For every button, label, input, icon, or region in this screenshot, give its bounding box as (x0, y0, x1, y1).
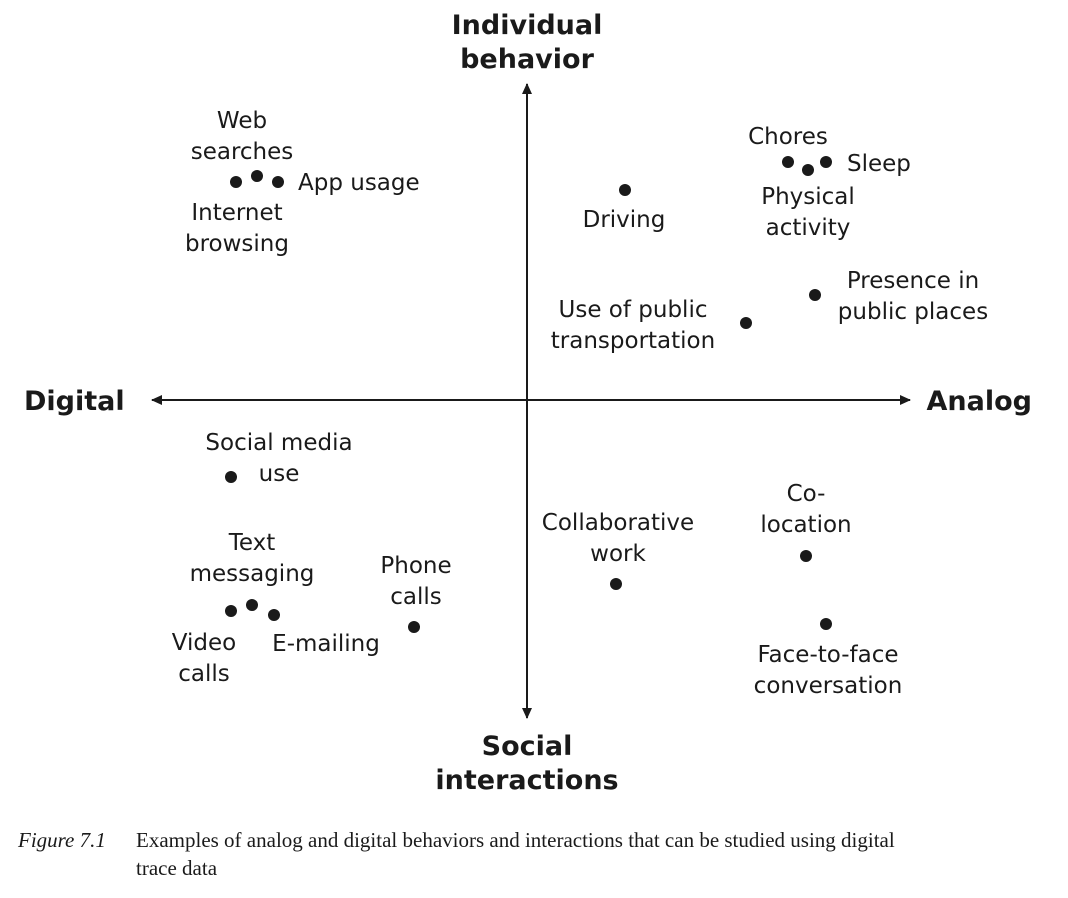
phone-calls-label-line: Phone (380, 553, 451, 579)
caption-line-2: trace data (136, 856, 218, 880)
item-text-messaging: Text messaging (190, 530, 315, 611)
web-searches-label: Web searches (191, 108, 294, 165)
caption-line-1: Examples of analog and digital behaviors… (136, 828, 895, 852)
presence-in-public-places-label: Presence in public places (838, 268, 988, 325)
e-mailing-label: E-mailing (272, 631, 380, 657)
axis-label-left: Digital (24, 386, 125, 417)
social-media-use-label-line: use (259, 461, 300, 487)
figure-caption: Figure 7.1 Examples of analog and digital… (18, 826, 1048, 882)
sleep-dot (820, 156, 832, 168)
web-searches-label-line: searches (191, 139, 294, 165)
collaborative-work-dot (610, 578, 622, 590)
sleep-label-line: Sleep (847, 151, 911, 177)
e-mailing-label-line: E-mailing (272, 631, 380, 657)
figure-number: Figure 7.1 (18, 828, 106, 852)
presence-in-public-places-label-line: Presence in (847, 268, 979, 294)
face-to-face-conversation-label-line: conversation (754, 673, 903, 699)
face-to-face-conversation-dot (820, 618, 832, 630)
axis-label-bottom-line: Social (482, 731, 573, 762)
chores-label-line: Chores (748, 124, 828, 150)
use-of-public-transportation-dot (740, 317, 752, 329)
internet-browsing-dot (230, 176, 242, 188)
web-searches-label-line: Web (217, 108, 267, 134)
axis-label-top-line: Individual (452, 10, 603, 41)
item-chores: Chores (748, 124, 828, 168)
web-searches-dot (251, 170, 263, 182)
item-social-media-use: Social media use (205, 430, 352, 487)
internet-browsing-label-line: Internet (191, 200, 282, 226)
axis-label-bottom-line: interactions (435, 765, 618, 796)
item-collaborative-work: Collaborative work (542, 510, 694, 590)
text-messaging-dot (246, 599, 258, 611)
collaborative-work-label-line: Collaborative (542, 510, 694, 536)
physical-activity-label: Physical activity (761, 184, 855, 241)
driving-label-line: Driving (583, 207, 666, 233)
video-calls-label: Video calls (172, 630, 236, 687)
use-of-public-transportation-label-line: Use of public (559, 297, 708, 323)
internet-browsing-label-line: browsing (185, 231, 289, 257)
social-media-use-label: Social media use (205, 430, 352, 487)
co-location-dot (800, 550, 812, 562)
physical-activity-dot (802, 164, 814, 176)
collaborative-work-label: Collaborative work (542, 510, 694, 567)
diagram-canvas: Individual behavior Social interactions Digi… (24, 10, 1032, 796)
item-presence-in-public-places: Presence in public places (809, 268, 988, 325)
text-messaging-label-line: Text (228, 530, 276, 556)
internet-browsing-label: Internet browsing (185, 200, 289, 257)
item-web-searches: Web searches (191, 108, 294, 182)
presence-in-public-places-dot (809, 289, 821, 301)
driving-label: Driving (583, 207, 666, 233)
social-media-use-label-line: Social media (205, 430, 352, 456)
item-face-to-face-conversation: Face-to-face conversation (754, 618, 903, 699)
phone-calls-dot (408, 621, 420, 633)
co-location-label-line: Co- (787, 481, 826, 507)
use-of-public-transportation-label-line: transportation (551, 328, 715, 354)
item-internet-browsing: Internet browsing (185, 176, 289, 257)
video-calls-dot (225, 605, 237, 617)
item-driving: Driving (583, 184, 666, 233)
axis-label-top: Individual behavior (452, 10, 603, 75)
co-location-label: Co-location (760, 481, 851, 538)
item-physical-activity: Physical activity (761, 164, 855, 241)
app-usage-label-line: App usage (298, 170, 420, 196)
face-to-face-conversation-label-line: Face-to-face (757, 642, 898, 668)
axes: Individual behavior Social interactions Digi… (24, 10, 1032, 796)
item-e-mailing: E-mailing (268, 609, 380, 657)
collaborative-work-label-line: work (590, 541, 646, 567)
co-location-label-line: location (760, 512, 851, 538)
phone-calls-label-line: calls (390, 584, 442, 610)
video-calls-label-line: calls (178, 661, 230, 687)
item-use-of-public-transportation: Use of public transportation (551, 297, 752, 354)
text-messaging-label-line: messaging (190, 561, 315, 587)
sleep-label: Sleep (847, 151, 911, 177)
phone-calls-label: Phone calls (380, 553, 451, 610)
chores-dot (782, 156, 794, 168)
use-of-public-transportation-label: Use of public transportation (551, 297, 715, 354)
e-mailing-dot (268, 609, 280, 621)
axis-label-bottom: Social interactions (435, 731, 618, 796)
item-video-calls: Video calls (172, 605, 237, 687)
physical-activity-label-line: Physical (761, 184, 855, 210)
axis-label-right: Analog (927, 386, 1032, 417)
item-app-usage: App usage (272, 170, 420, 196)
app-usage-dot (272, 176, 284, 188)
video-calls-label-line: Video (172, 630, 236, 656)
axis-label-top-line: behavior (460, 44, 594, 75)
text-messaging-label: Text messaging (190, 530, 315, 587)
item-co-location: Co-location (760, 481, 852, 562)
driving-dot (619, 184, 631, 196)
chores-label: Chores (748, 124, 828, 150)
presence-in-public-places-label-line: public places (838, 299, 988, 325)
app-usage-label: App usage (298, 170, 420, 196)
item-sleep: Sleep (820, 151, 911, 177)
item-phone-calls: Phone calls (380, 553, 452, 633)
physical-activity-label-line: activity (766, 215, 851, 241)
social-media-use-dot (225, 471, 237, 483)
face-to-face-conversation-label: Face-to-face conversation (754, 642, 903, 699)
